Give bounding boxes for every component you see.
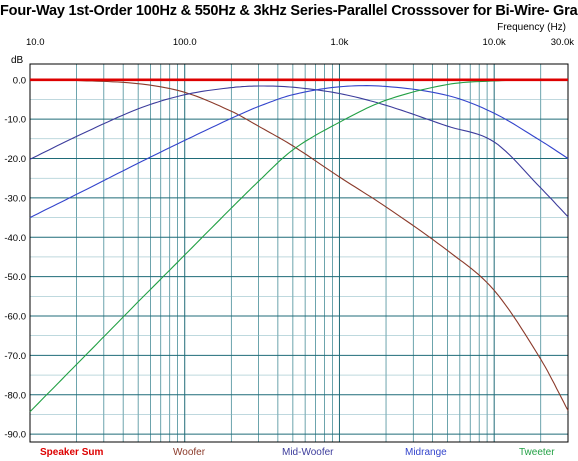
legend-mid-woofer: Mid-Woofer bbox=[282, 447, 334, 458]
y-tick-label: 0.0 bbox=[13, 75, 26, 86]
x-tick-label: 1.0k bbox=[330, 37, 348, 48]
y-tick-label: -40.0 bbox=[4, 233, 26, 244]
y-tick-label: -20.0 bbox=[4, 154, 26, 165]
x-tick-label: 30.0k bbox=[551, 37, 574, 48]
y-tick-label: -50.0 bbox=[4, 272, 26, 283]
x-tick-label: 100.0 bbox=[173, 37, 197, 48]
y-tick-label: -60.0 bbox=[4, 312, 26, 323]
series-line-woofer bbox=[29, 79, 569, 411]
legend-tweeter: Tweeter bbox=[519, 447, 555, 458]
y-tick-label: -90.0 bbox=[4, 430, 26, 441]
series-line-midrange bbox=[29, 85, 569, 219]
legend-midrange: Midrange bbox=[405, 447, 447, 458]
chart-title: Four-Way 1st-Order 100Hz & 550Hz & 3kHz … bbox=[0, 3, 578, 19]
legend-woofer: Woofer bbox=[173, 447, 206, 458]
y-tick-label: -80.0 bbox=[4, 390, 26, 401]
series-line-mid-woofer bbox=[29, 85, 569, 218]
x-axis-label: Frequency (Hz) bbox=[497, 22, 566, 33]
y-axis-label: dB bbox=[11, 55, 24, 66]
y-tick-label: -30.0 bbox=[4, 193, 26, 204]
x-tick-label: 10.0 bbox=[26, 37, 45, 48]
y-tick-label: -10.0 bbox=[4, 115, 26, 126]
y-tick-label: -70.0 bbox=[4, 351, 26, 362]
legend-speaker-sum: Speaker Sum bbox=[40, 447, 104, 458]
x-tick-label: 10.0k bbox=[483, 37, 506, 48]
